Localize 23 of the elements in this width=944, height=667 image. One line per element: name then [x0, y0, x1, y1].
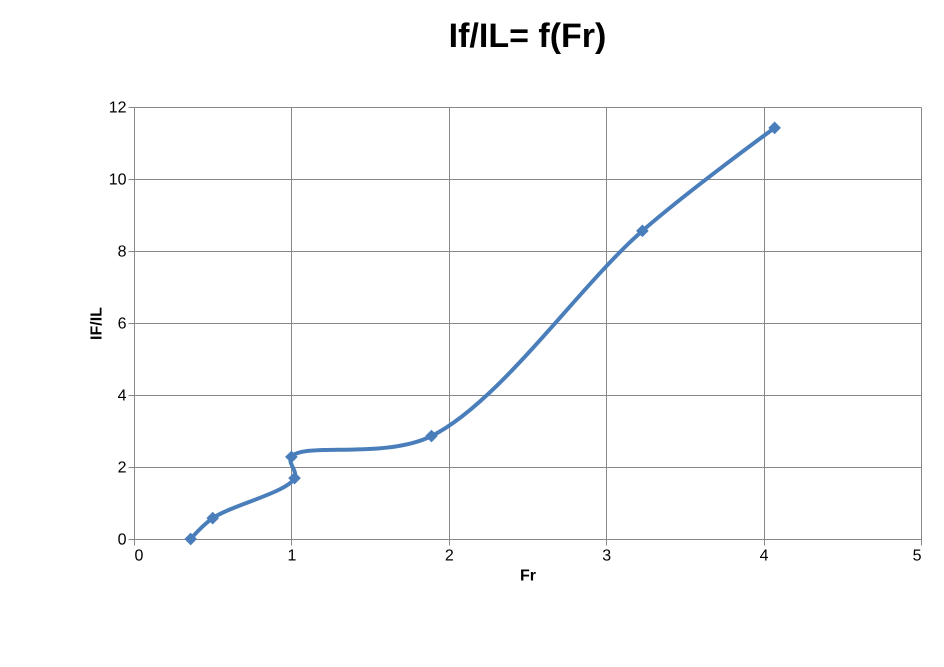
- chart-title: If/IL= f(Fr): [448, 17, 606, 55]
- point: [206, 512, 220, 524]
- x-tick-label: 2: [444, 548, 454, 564]
- x-tick-label: 5: [912, 548, 922, 564]
- point: [636, 224, 649, 238]
- point: [184, 532, 197, 546]
- x-axis-title: Fr: [520, 568, 536, 584]
- y-tick-label: 4: [118, 388, 127, 404]
- y-tick-label: 12: [108, 100, 127, 116]
- y-tick-label: 2: [118, 460, 127, 476]
- point: [288, 472, 301, 484]
- y-tick-label: 8: [118, 244, 127, 260]
- x-tick-label: 3: [602, 548, 612, 564]
- y-axis-title: IF/IL: [88, 306, 106, 340]
- x-tick-label: 1: [287, 548, 296, 564]
- y-tick-label: 0: [118, 532, 127, 548]
- y-tick-label: 10: [108, 172, 127, 188]
- x-tick-label: 0: [134, 548, 144, 564]
- y-tick-label: 6: [118, 316, 127, 332]
- point: [768, 122, 781, 134]
- point: [425, 430, 438, 442]
- point: [285, 450, 298, 464]
- x-tick-label: 4: [760, 548, 769, 564]
